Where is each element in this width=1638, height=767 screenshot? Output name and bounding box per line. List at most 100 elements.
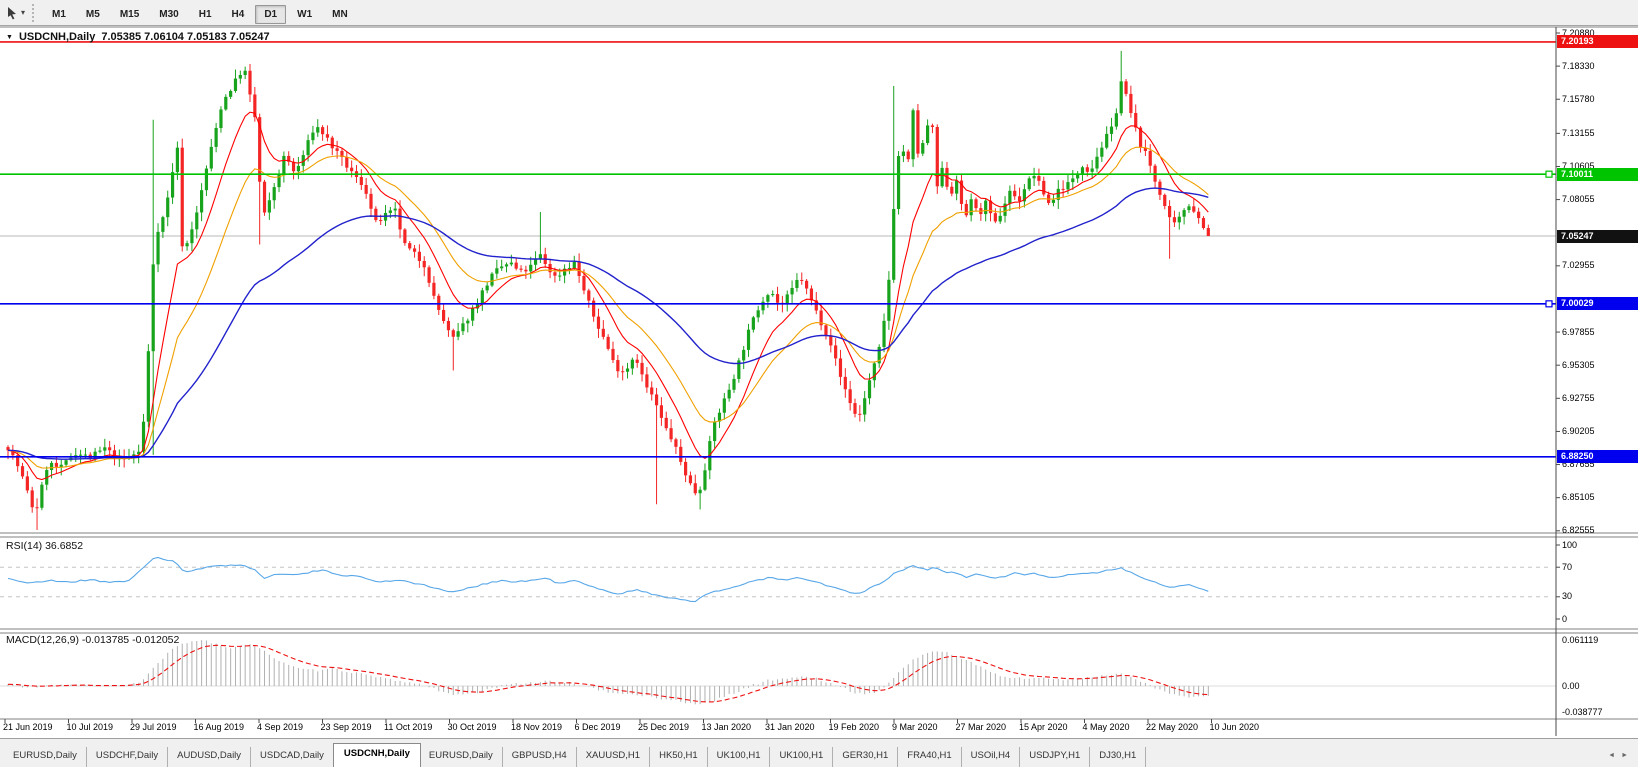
macd-indicator-label: MACD(12,26,9) -0.013785 -0.012052 [6,634,180,646]
chart-tab-fra40-h1-12[interactable]: FRA40,H1 [898,747,962,767]
date-axis-label: 10 Jun 2020 [1209,722,1260,732]
chart-tab-bar: EURUSD,Daily USDCHF,Daily AUDUSD,Daily USDC… [0,738,1638,767]
chart-tab-usdchf-daily-1[interactable]: USDCHF,Daily [87,747,169,767]
price-axis-label: 6.92755 [1562,392,1595,403]
price-axis-label: 6.85105 [1562,492,1595,503]
horizontal-price-lines[interactable] [0,41,1556,458]
timeframe-button-w1[interactable]: W1 [297,8,313,20]
chart-ohlc-values: 7.05385 7.06104 7.05183 7.05247 [101,31,270,43]
rsi-indicator-label: RSI(14) 36.6852 [6,540,84,552]
price-axis-label: 6.90205 [1562,425,1595,436]
timeframe-buttons: M1 M5 M15 M30 H1 H4 D1 W1 MN [42,4,358,24]
main-chart-panel[interactable] [0,41,1556,530]
collapse-indicator-icon[interactable]: ▼ [6,33,13,41]
macd-axis-label: 0.00 [1562,680,1580,691]
panel-borders [0,26,1638,736]
chart-symbol-period: USDCNH,Daily [18,31,96,43]
price-axis-label: 7.02955 [1562,260,1595,271]
hline-price-label: 7.10011 [1557,167,1638,181]
date-axis-label: 30 Oct 2019 [447,722,497,732]
current-price-label: 7.05247 [1557,229,1638,243]
date-axis-label: 23 Sep 2019 [320,722,372,732]
cursor-icon [8,6,16,19]
chart-tab-dj30-h1-15[interactable]: DJ30,H1 [1090,747,1147,767]
date-axis-label: 9 Mar 2020 [892,722,938,732]
price-axis-label: 6.82555 [1562,525,1595,536]
macd-axis-label: -0.038777 [1562,707,1603,717]
timeframe-button-m1[interactable]: M1 [52,8,66,20]
price-axis-label: 7.20880 [1562,27,1595,38]
tab-scroll-controls: ◄ ► [1608,752,1638,767]
date-axis-label: 21 Jun 2019 [3,722,53,732]
macd-axis-label: 0.061119 [1562,635,1599,645]
price-axis-label: 7.08055 [1562,194,1595,205]
chart-tab-ger30-h1-11[interactable]: GER30,H1 [833,747,899,767]
price-axis-label: 6.97855 [1562,326,1595,337]
date-axis-label: 4 Sep 2019 [257,722,304,732]
hline-price-label: 7.00029 [1557,297,1638,311]
chart-tab-eurusd-daily-0[interactable]: EURUSD,Daily [4,747,87,767]
date-axis-label: 29 Jul 2019 [130,722,177,732]
chevron-down-icon[interactable]: ▾ [21,8,26,17]
toolbar-grip[interactable] [32,3,35,22]
rsi-axis-label: 70 [1562,561,1573,572]
date-axis-label: 4 May 2020 [1082,722,1130,732]
macd-signal-line [7,644,1209,703]
price-axis-label: 7.15780 [1562,93,1595,104]
price-axis-label: 6.87655 [1562,459,1595,470]
date-axis-label: 6 Dec 2019 [574,722,621,732]
price-axis-label: 7.10605 [1562,160,1595,171]
timeframe-button-m15[interactable]: M15 [119,8,140,20]
chart-tab-usoil-h4-13[interactable]: USOil,H4 [962,747,1021,767]
chart-tab-hk50-h1-8[interactable]: HK50,H1 [650,747,708,767]
rsi-line [7,556,1209,603]
date-axis-label: 25 Dec 2019 [638,722,690,732]
chart-tab-uk100-h1-9[interactable]: UK100,H1 [708,747,771,767]
date-axis-label: 16 Aug 2019 [193,722,245,732]
chart-tab-usdjpy-h1-14[interactable]: USDJPY,H1 [1020,747,1091,767]
timeframe-button-mn[interactable]: MN [332,8,348,20]
chart-tab-eurusd-daily-5[interactable]: EURUSD,Daily [420,747,503,767]
rsi-axis-label: 30 [1562,591,1573,602]
tab-scroll-left-icon[interactable]: ◄ [1608,752,1616,759]
tab-scroll-right-icon[interactable]: ► [1621,752,1628,759]
candlesticks [6,50,1210,530]
date-axis-label: 19 Feb 2020 [828,722,880,732]
chart-title: ▼ USDCNH,Daily 7.05385 7.06104 7.05183 7… [6,31,270,43]
chart-tab-usdcad-daily-3[interactable]: USDCAD,Daily [251,747,334,767]
price-axis-label: 7.13155 [1562,127,1595,138]
ma-line-slow [7,187,1209,460]
date-axis-label: 15 Apr 2020 [1019,722,1068,732]
date-axis-label: 13 Jan 2020 [701,722,752,732]
price-axis-label: 7.18330 [1562,60,1595,71]
timeframe-button-h1[interactable]: H1 [198,8,212,20]
macd-panel[interactable] [0,640,1556,705]
timeframe-button-m30[interactable]: M30 [159,8,179,20]
timeframe-button-d1[interactable]: D1 [255,4,287,24]
chart-tab-audusd-daily-2[interactable]: AUDUSD,Daily [168,747,252,767]
date-axis-label: 10 Jul 2019 [66,722,114,732]
timeframe-button-h4[interactable]: H4 [231,8,245,20]
price-axis-label: 6.95305 [1562,359,1595,370]
timeframe-button-m5[interactable]: M5 [85,8,100,20]
rsi-axis-label: 100 [1562,539,1578,550]
rsi-axis-label: 0 [1562,613,1568,624]
rsi-panel[interactable] [0,556,1552,603]
date-axis-label: 11 Oct 2019 [384,722,433,732]
hline-price-label: 6.88250 [1557,450,1638,464]
date-axis-label: 31 Jan 2020 [765,722,815,732]
cursor-tool-button[interactable]: ▾ [5,6,25,20]
date-axis-label: 22 May 2020 [1146,722,1199,732]
chart-tab-xauusd-h1-7[interactable]: XAUUSD,H1 [577,747,651,767]
chart-tab-gbpusd-h4-6[interactable]: GBPUSD,H4 [503,747,577,767]
hline-price-label: 7.20193 [1557,35,1638,49]
ma-line-fast [7,111,1209,481]
ma-line-mid [7,146,1209,469]
date-axis-label: 18 Nov 2019 [511,722,563,732]
chart-tabs: EURUSD,Daily USDCHF,Daily AUDUSD,Daily USDC… [0,739,1147,767]
timeframe-toolbar: ▾ M1 M5 M15 M30 H1 H4 D1 W1 MN [0,0,1638,26]
chart-tab-uk100-h1-10[interactable]: UK100,H1 [770,747,834,767]
chart-tab-usdcnh-daily-4[interactable]: USDCNH,Daily [332,743,421,767]
